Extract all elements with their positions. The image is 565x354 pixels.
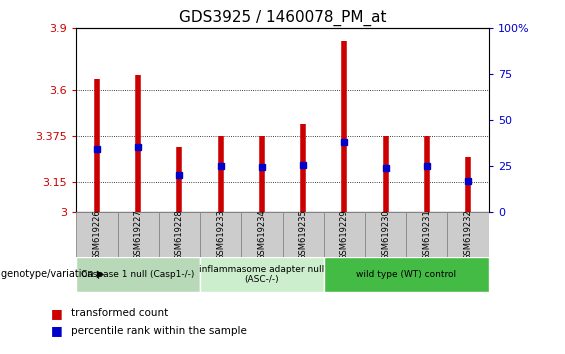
Text: Caspase 1 null (Casp1-/-): Caspase 1 null (Casp1-/-) [81, 270, 195, 279]
Bar [118, 212, 159, 257]
Bar [282, 212, 324, 257]
Text: transformed count: transformed count [71, 308, 168, 318]
Text: genotype/variation ▶: genotype/variation ▶ [1, 269, 104, 279]
Text: GSM619234: GSM619234 [258, 209, 266, 260]
Text: inflammasome adapter null
(ASC-/-): inflammasome adapter null (ASC-/-) [199, 265, 324, 284]
Bar [200, 257, 324, 292]
Text: ■: ■ [51, 325, 63, 337]
Text: ■: ■ [51, 307, 63, 320]
Bar [324, 257, 489, 292]
Text: GSM619230: GSM619230 [381, 209, 390, 260]
Text: GSM619226: GSM619226 [93, 209, 101, 260]
Bar [76, 212, 118, 257]
Text: wild type (WT) control: wild type (WT) control [356, 270, 457, 279]
Text: GSM619232: GSM619232 [464, 209, 472, 260]
Bar [447, 212, 489, 257]
Bar [241, 212, 282, 257]
Bar [76, 257, 200, 292]
Title: GDS3925 / 1460078_PM_at: GDS3925 / 1460078_PM_at [179, 9, 386, 25]
Text: GSM619227: GSM619227 [134, 209, 142, 260]
Bar [159, 212, 200, 257]
Text: GSM619228: GSM619228 [175, 209, 184, 260]
Text: GSM619231: GSM619231 [423, 209, 431, 260]
Bar [406, 212, 447, 257]
Bar [324, 212, 365, 257]
Text: GSM619235: GSM619235 [299, 209, 307, 260]
Text: GSM619233: GSM619233 [216, 209, 225, 260]
Text: percentile rank within the sample: percentile rank within the sample [71, 326, 246, 336]
Bar [200, 212, 241, 257]
Text: GSM619229: GSM619229 [340, 209, 349, 260]
Bar [365, 212, 406, 257]
